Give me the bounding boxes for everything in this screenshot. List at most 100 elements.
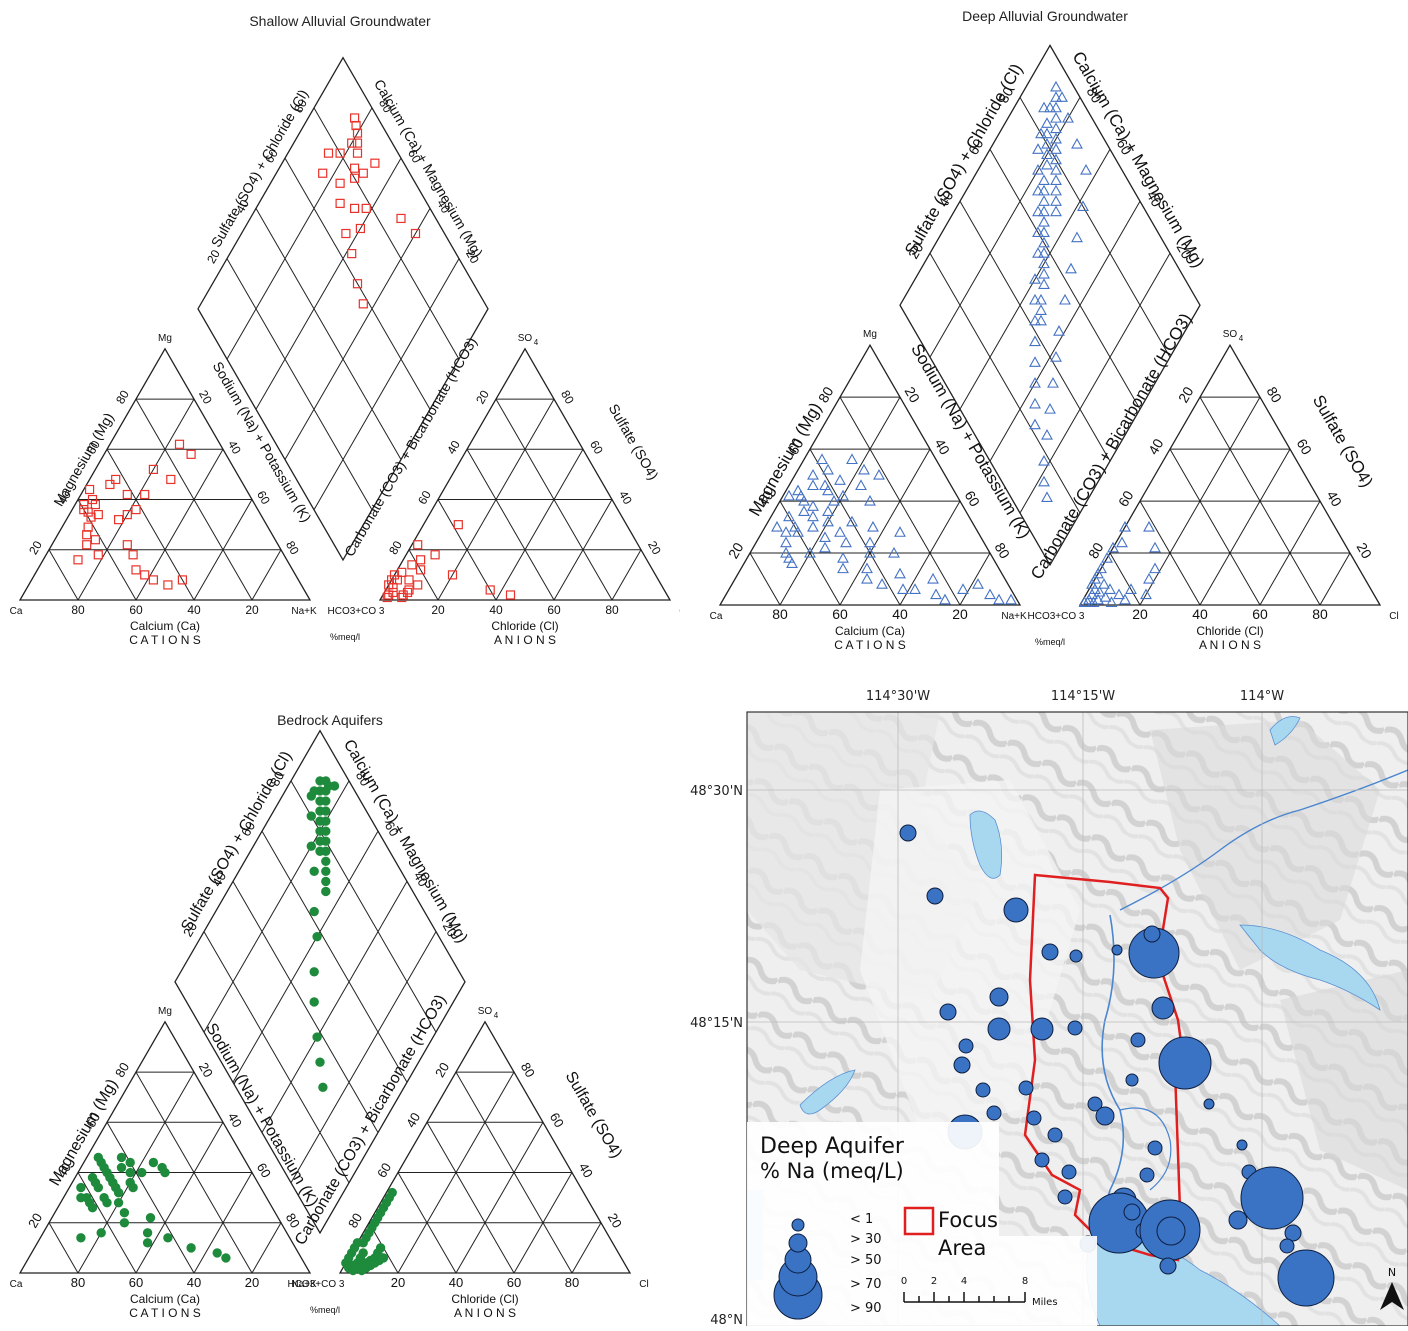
grid-line xyxy=(426,1122,515,1274)
corner-label: Mg xyxy=(863,329,877,340)
sample-circle xyxy=(975,1082,991,1098)
sample-circle xyxy=(1125,1073,1139,1087)
data-point xyxy=(321,846,331,856)
data-point xyxy=(350,163,360,173)
data-point xyxy=(410,228,421,239)
data-point xyxy=(1059,293,1071,305)
data-point xyxy=(807,510,819,522)
tick-label: 40 xyxy=(411,869,431,889)
data-point xyxy=(1038,278,1050,289)
data-point xyxy=(807,479,819,491)
grid-line xyxy=(261,881,408,1133)
data-point xyxy=(1077,200,1089,212)
data-point xyxy=(780,536,792,548)
sample-circle xyxy=(1139,1167,1155,1183)
data-point xyxy=(1119,520,1131,532)
sample-circle xyxy=(1240,1166,1304,1230)
data-point xyxy=(416,565,426,575)
data-point xyxy=(780,526,792,537)
data-point xyxy=(1098,578,1110,589)
data-point xyxy=(413,540,423,550)
data-point xyxy=(87,1203,98,1213)
data-point xyxy=(93,550,103,560)
tick-label: 80 xyxy=(283,538,302,557)
tick-label: 20 xyxy=(180,919,200,939)
tick-label: 40 xyxy=(434,197,453,216)
data-point xyxy=(1038,267,1050,279)
data-point xyxy=(111,474,121,485)
axis-title: A N I O N S xyxy=(494,633,556,647)
data-point xyxy=(122,489,132,500)
data-point xyxy=(1086,588,1098,600)
data-point xyxy=(1062,111,1074,123)
diamond-outline xyxy=(197,56,489,562)
grid-line xyxy=(106,1122,195,1274)
data-point xyxy=(128,1182,138,1193)
tick-label: 80 xyxy=(1085,540,1107,562)
data-point xyxy=(807,500,819,511)
data-point xyxy=(1038,236,1050,248)
tick-label: 40 xyxy=(225,1110,245,1130)
data-point xyxy=(358,299,368,309)
tick-label: 80 xyxy=(113,388,132,407)
lon-label: 114°W xyxy=(1240,689,1284,704)
axis-title: Sulfate (SO4) xyxy=(1309,392,1377,491)
data-point xyxy=(1092,567,1104,579)
grid-line xyxy=(1199,396,1321,606)
data-point xyxy=(840,536,852,548)
data-point xyxy=(323,148,334,158)
data-point xyxy=(116,1162,127,1173)
legend-class-label: > 70 xyxy=(850,1277,882,1292)
tick-label: 40 xyxy=(892,606,908,622)
data-point xyxy=(402,587,413,598)
data-point xyxy=(834,474,846,485)
data-point xyxy=(1038,226,1050,237)
tick-label: 80 xyxy=(1312,606,1328,622)
tick-label: 20 xyxy=(1174,240,1196,262)
tick-label: 20 xyxy=(391,1275,405,1290)
data-point xyxy=(1050,80,1062,92)
data-point xyxy=(397,567,407,577)
data-point xyxy=(993,593,1005,605)
data-point xyxy=(148,464,158,475)
data-point xyxy=(174,439,185,449)
data-points xyxy=(73,113,516,603)
tick-label: 60 xyxy=(507,1275,521,1290)
diamond-outline xyxy=(899,44,1201,567)
grid-line xyxy=(1319,552,1351,606)
tick-label: 60 xyxy=(832,606,848,622)
axis-title: %meq/l xyxy=(1035,637,1065,647)
sample-circle xyxy=(1143,925,1161,943)
data-point xyxy=(102,1197,112,1208)
data-point xyxy=(119,1208,130,1218)
axis-title: Sulfate (SO4) xyxy=(562,1069,625,1161)
lon-label: 114°30'W xyxy=(866,689,930,704)
grid-line xyxy=(495,398,613,601)
tick-label: 40 xyxy=(209,869,229,889)
data-point xyxy=(1050,143,1062,154)
data-points xyxy=(771,80,1161,607)
data-point xyxy=(1038,101,1050,113)
grid-line xyxy=(135,398,253,601)
data-point xyxy=(1071,231,1083,243)
sample-circle xyxy=(1057,1189,1073,1205)
data-point xyxy=(1029,293,1041,305)
sample-circle xyxy=(1087,1096,1103,1112)
data-point xyxy=(83,522,93,532)
data-point xyxy=(822,463,834,475)
data-point xyxy=(1053,325,1065,336)
triangle-outline xyxy=(1078,343,1382,606)
data-point xyxy=(113,1187,124,1198)
tick-label: 80 xyxy=(565,1275,579,1290)
tick-label: 20 xyxy=(605,1211,625,1231)
axis-title: Sodium (Na) + Potassium (K) xyxy=(907,340,1034,541)
grid-line xyxy=(989,149,1141,410)
data-point xyxy=(1029,314,1041,326)
data-point xyxy=(807,468,819,480)
data-point xyxy=(1038,257,1050,269)
data-point xyxy=(335,178,345,188)
data-point xyxy=(1044,402,1056,414)
tick-label: 60 xyxy=(415,488,434,507)
north-arrow-icon: N xyxy=(1380,1266,1404,1310)
axis-title: Carbonate (CO3) + Bicarbonate (HCO3) xyxy=(292,992,450,1248)
